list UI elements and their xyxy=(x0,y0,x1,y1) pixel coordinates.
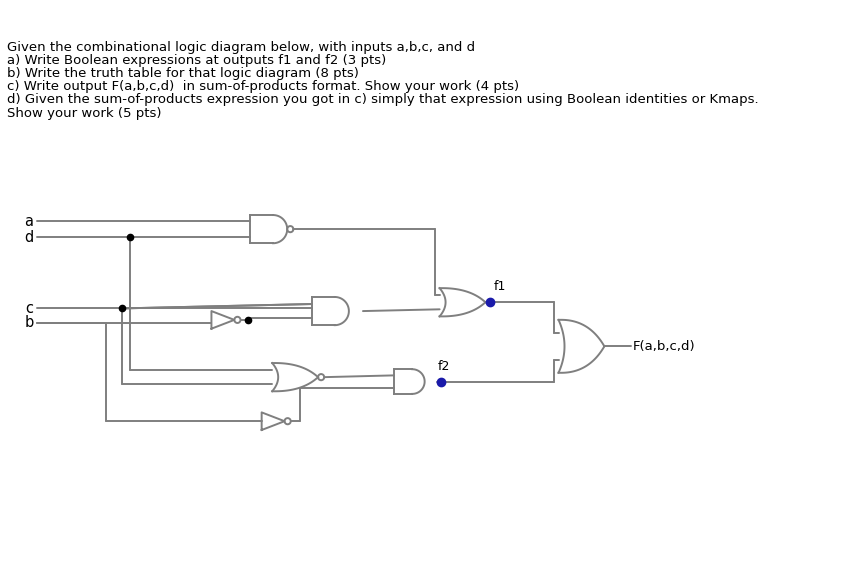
Text: d: d xyxy=(25,230,33,245)
Text: b) Write the truth table for that logic diagram (8 pts): b) Write the truth table for that logic … xyxy=(7,67,359,80)
Text: F(a,b,c,d): F(a,b,c,d) xyxy=(632,340,695,353)
Text: f1: f1 xyxy=(493,280,506,293)
Text: d) Given the sum-of-products expression you got in c) simply that expression usi: d) Given the sum-of-products expression … xyxy=(7,94,759,107)
Text: Show your work (5 pts): Show your work (5 pts) xyxy=(7,107,162,120)
Text: f2: f2 xyxy=(438,360,450,373)
Text: c) Write output F(a,b,c,d)  in sum-of-products format. Show your work (4 pts): c) Write output F(a,b,c,d) in sum-of-pro… xyxy=(7,80,519,93)
Text: a) Write Boolean expressions at outputs f1 and f2 (3 pts): a) Write Boolean expressions at outputs … xyxy=(7,54,386,67)
Text: b: b xyxy=(25,315,33,330)
Text: c: c xyxy=(26,301,33,316)
Text: a: a xyxy=(25,214,33,229)
Text: Given the combinational logic diagram below, with inputs a,b,c, and d: Given the combinational logic diagram be… xyxy=(7,41,475,54)
